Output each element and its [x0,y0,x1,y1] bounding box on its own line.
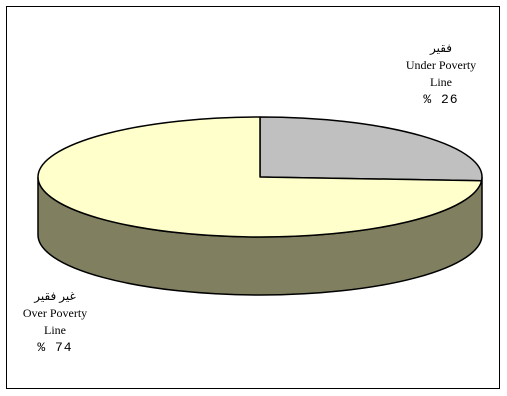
slice-percent: % 74 [37,340,73,355]
slice-label-under-poverty: فقير Under Poverty Line % 26 [396,40,486,108]
slice-label-english-2: Line [44,323,66,337]
slice-label-english: Under Poverty [405,58,477,72]
slice-label-english: Over Poverty [22,306,88,320]
slice-label-arabic: فقير [429,41,453,55]
slice-percent: % 26 [423,92,459,107]
slice-label-over-poverty: غير فقير Over Poverty Line % 74 [14,288,96,356]
slice-label-english-2: Line [430,75,452,89]
pie-slice-1 [37,116,483,238]
pie-group [37,116,483,296]
slice-label-arabic: غير فقير [34,289,76,303]
pie-slice-0 [259,116,483,182]
